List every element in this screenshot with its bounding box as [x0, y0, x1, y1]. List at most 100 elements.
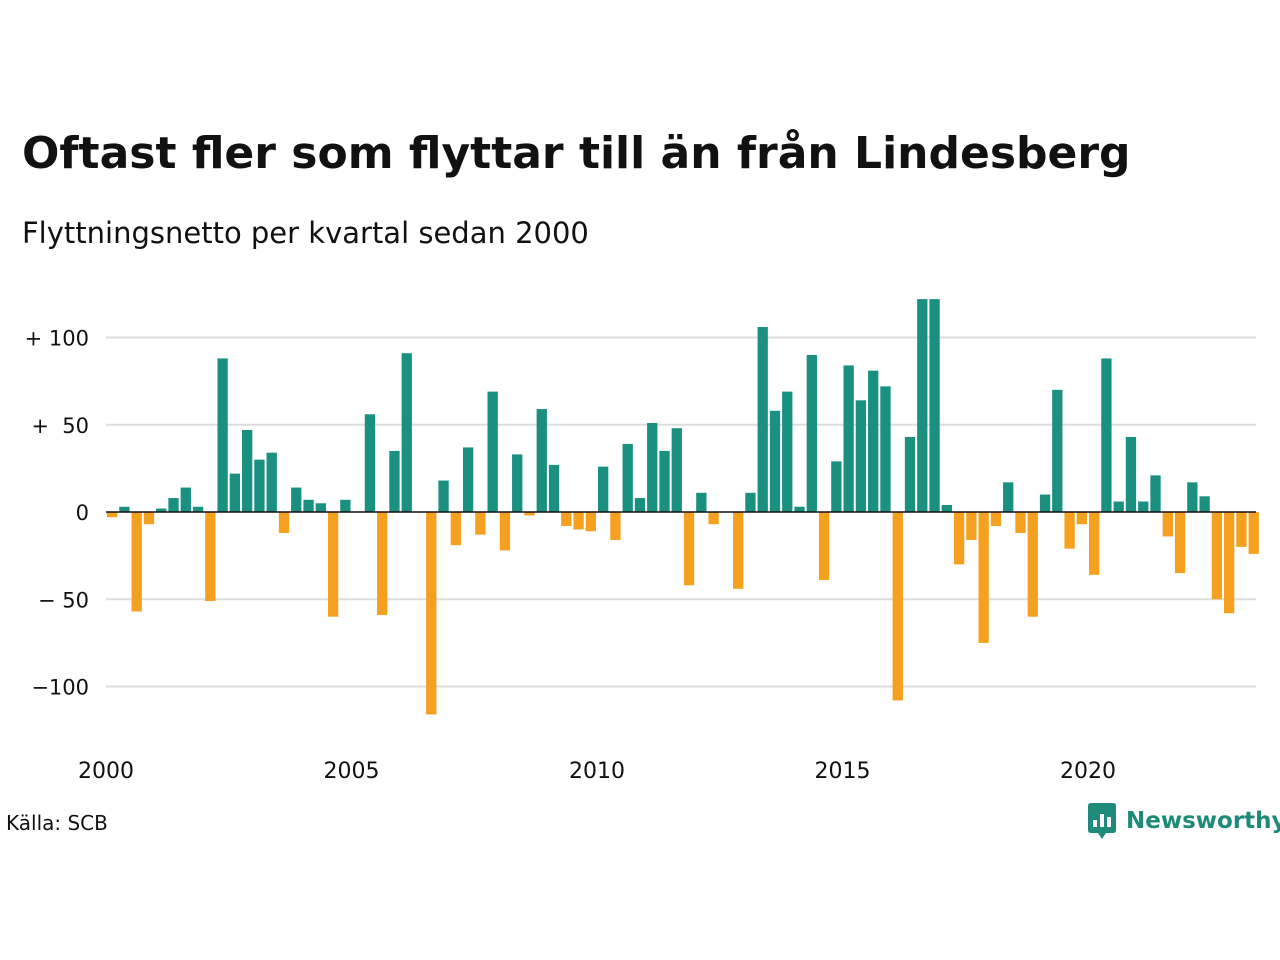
bar — [315, 503, 326, 512]
bar — [634, 498, 646, 512]
x-tick-label: 2015 — [815, 759, 871, 784]
y-axis-labels: + 100 + 50 0 − 50 −100 — [25, 327, 89, 700]
y-tick-label: + 50 — [31, 414, 89, 438]
bar — [450, 512, 461, 546]
bar — [266, 452, 277, 512]
gridlines — [106, 336, 1256, 688]
source-note: Källa: SCB — [6, 811, 108, 835]
bar — [831, 461, 842, 512]
bar — [426, 512, 437, 715]
bar — [106, 512, 118, 518]
bar — [242, 429, 253, 513]
bar — [1113, 501, 1124, 512]
bar — [389, 450, 400, 513]
bar — [1174, 512, 1186, 574]
bar — [757, 327, 768, 512]
bar — [327, 512, 339, 617]
bar — [340, 499, 351, 512]
bar — [585, 512, 597, 532]
bar — [671, 428, 682, 512]
y-tick-label: + 100 — [25, 327, 89, 351]
bar — [1076, 512, 1088, 525]
newsworthy-logo-icon — [1088, 803, 1116, 839]
bar — [1027, 512, 1038, 617]
bar — [192, 506, 204, 512]
bar — [794, 506, 805, 512]
bar — [1015, 512, 1026, 533]
y-tick-label: − 50 — [38, 588, 89, 612]
bar — [990, 512, 1002, 526]
bar — [708, 512, 719, 525]
bar — [917, 299, 928, 512]
bar — [291, 487, 302, 512]
bar — [156, 508, 167, 512]
bar — [953, 512, 965, 565]
bar — [1088, 512, 1100, 575]
x-tick-label: 2000 — [78, 759, 134, 784]
bar — [561, 512, 572, 526]
bar — [131, 512, 142, 612]
bar — [499, 512, 511, 551]
bar — [180, 487, 191, 512]
bar — [1052, 389, 1063, 512]
bar — [487, 391, 498, 513]
y-tick-label: −100 — [31, 676, 89, 700]
bar — [401, 353, 412, 512]
bar — [733, 512, 744, 589]
bar — [303, 499, 314, 512]
bar — [855, 400, 867, 512]
y-tick-label: 0 — [76, 501, 89, 525]
bar — [818, 512, 830, 581]
bar — [904, 436, 916, 512]
x-axis-labels: 2000 2005 2010 2015 2020 — [78, 759, 1116, 784]
bar — [254, 459, 265, 512]
bar — [1248, 512, 1259, 554]
bar — [512, 454, 523, 513]
newsworthy-brand[interactable]: Newsworthy — [1088, 803, 1280, 839]
bar — [1187, 482, 1198, 512]
bar — [843, 365, 854, 512]
bar — [1162, 512, 1173, 537]
chart-subtitle: Flyttningsnetto per kvartal sedan 2000 — [22, 216, 589, 250]
bar — [229, 473, 241, 512]
bar — [278, 512, 290, 533]
bar — [880, 386, 891, 512]
bar — [205, 512, 216, 601]
bar — [868, 370, 879, 512]
bars — [106, 299, 1259, 715]
bar — [1199, 496, 1210, 513]
bar — [462, 447, 474, 512]
bar — [524, 512, 535, 516]
bar — [941, 505, 952, 512]
bar — [1150, 475, 1161, 513]
bar — [377, 512, 388, 615]
bar — [1039, 494, 1051, 512]
x-tick-label: 2010 — [569, 759, 625, 784]
bar — [1064, 512, 1075, 549]
bar — [647, 423, 658, 512]
bar — [364, 414, 376, 512]
bar — [683, 512, 695, 586]
bar — [1211, 512, 1223, 600]
bar — [978, 512, 989, 643]
brand-name: Newsworthy — [1126, 808, 1280, 834]
bar — [622, 443, 633, 512]
bar — [438, 480, 449, 512]
bar — [769, 410, 781, 512]
bar — [1224, 512, 1235, 614]
bar — [696, 492, 707, 513]
bar — [548, 464, 560, 512]
bar — [806, 354, 817, 512]
x-tick-label: 2005 — [324, 759, 380, 784]
bar — [1003, 482, 1014, 512]
bar — [143, 512, 155, 525]
bar — [659, 450, 670, 513]
bar — [1101, 358, 1112, 512]
bar — [119, 506, 130, 512]
bar — [1236, 512, 1247, 547]
bar — [610, 512, 621, 540]
chart-title: Oftast fler som flyttar till än från Lin… — [22, 128, 1131, 179]
bar — [573, 512, 584, 530]
bar — [745, 492, 756, 513]
